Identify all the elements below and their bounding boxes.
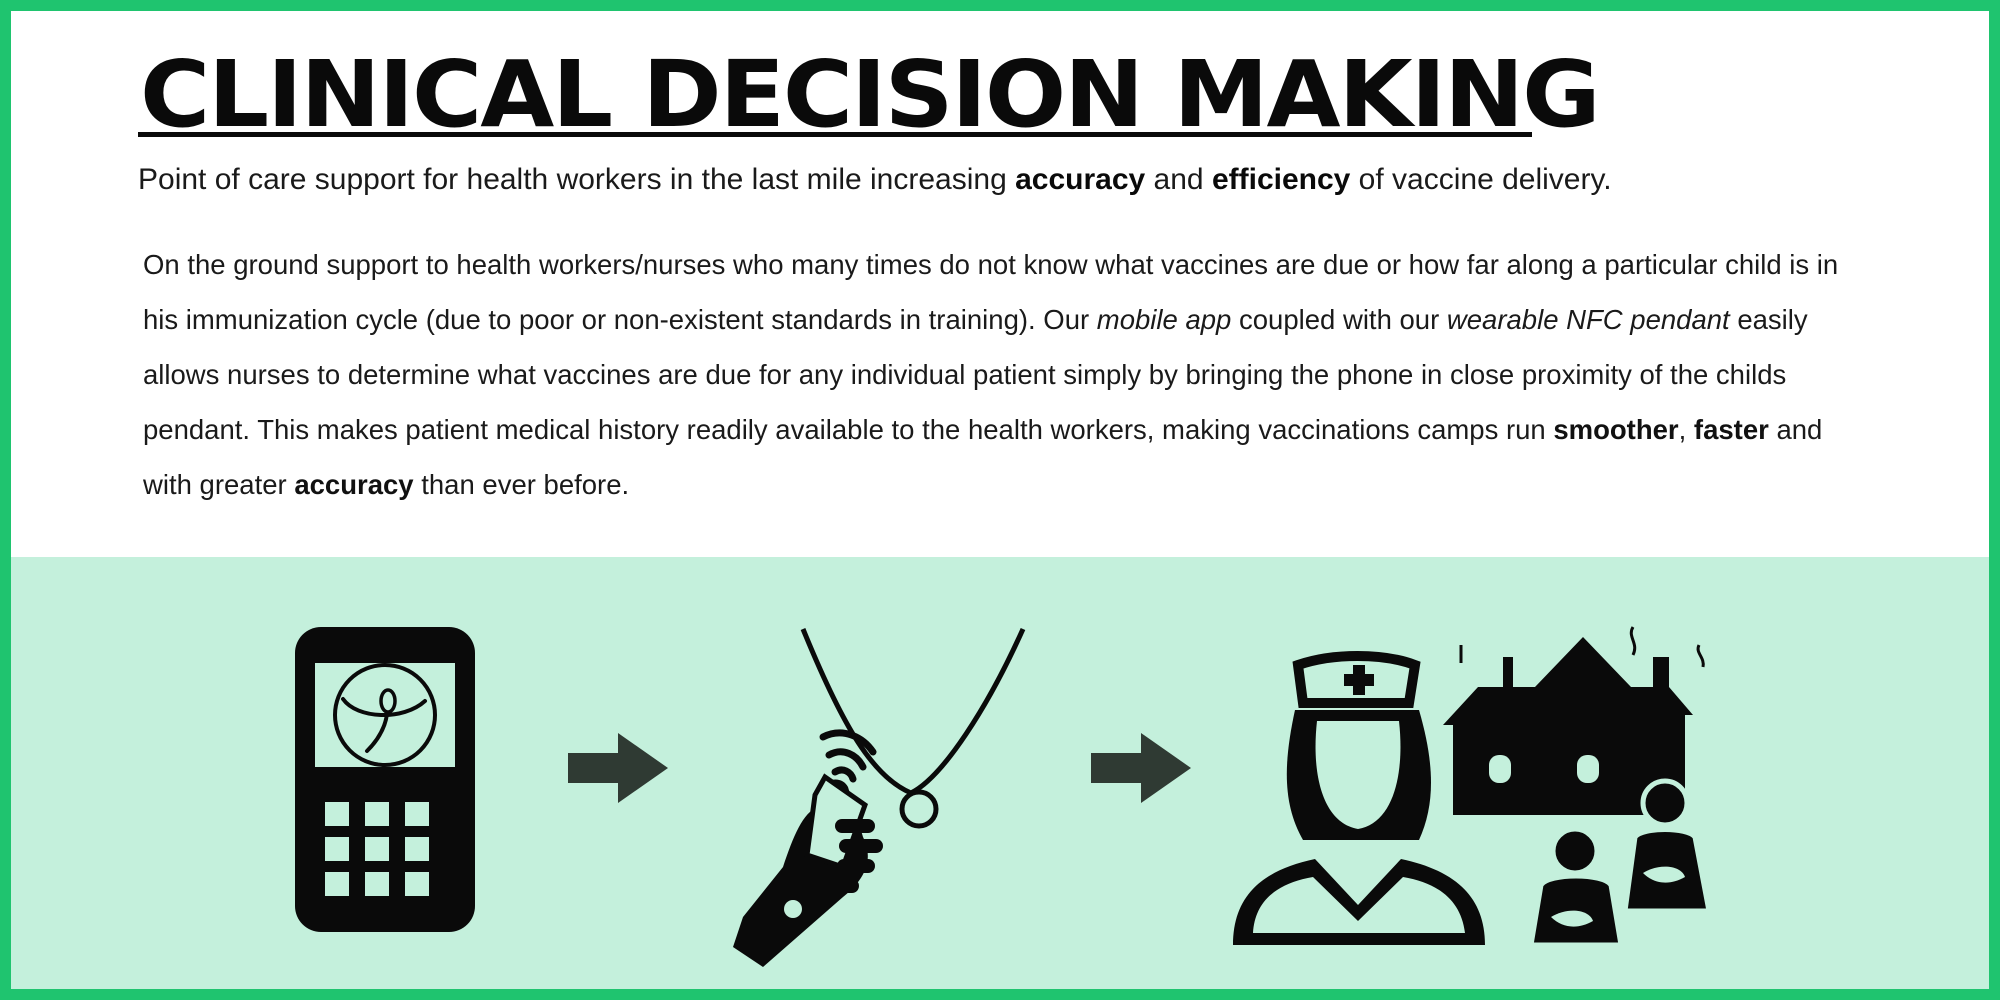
- body-text: ,: [1679, 414, 1694, 445]
- body-paragraph: On the ground support to health workers/…: [143, 237, 1863, 512]
- arrow-right-icon: [568, 733, 668, 808]
- body-text: coupled with our: [1231, 304, 1447, 335]
- subtitle-text: and: [1145, 163, 1212, 196]
- body-smoother: smoother: [1553, 414, 1678, 445]
- body-accuracy: accuracy: [294, 469, 413, 500]
- page-title: CLINICAL DECISION MAKING: [140, 49, 1599, 141]
- nurse-village-icon: [1223, 615, 1743, 960]
- subtitle: Point of care support for health workers…: [138, 163, 1612, 197]
- subtitle-efficiency: efficiency: [1212, 163, 1350, 196]
- body-text: than ever before.: [414, 469, 630, 500]
- nfc-pendant-scan-icon: [723, 627, 1033, 972]
- arrow-right-icon: [1091, 733, 1191, 808]
- illustration-panel: [11, 557, 1989, 1000]
- body-faster: faster: [1694, 414, 1769, 445]
- body-nfc-pendant: wearable NFC pendant: [1447, 304, 1730, 335]
- subtitle-text: of vaccine delivery.: [1350, 163, 1611, 196]
- subtitle-accuracy: accuracy: [1015, 163, 1145, 196]
- body-mobile-app: mobile app: [1097, 304, 1232, 335]
- subtitle-text: Point of care support for health workers…: [138, 163, 1015, 196]
- phone-icon: [285, 627, 475, 942]
- title-underline: [138, 132, 1532, 137]
